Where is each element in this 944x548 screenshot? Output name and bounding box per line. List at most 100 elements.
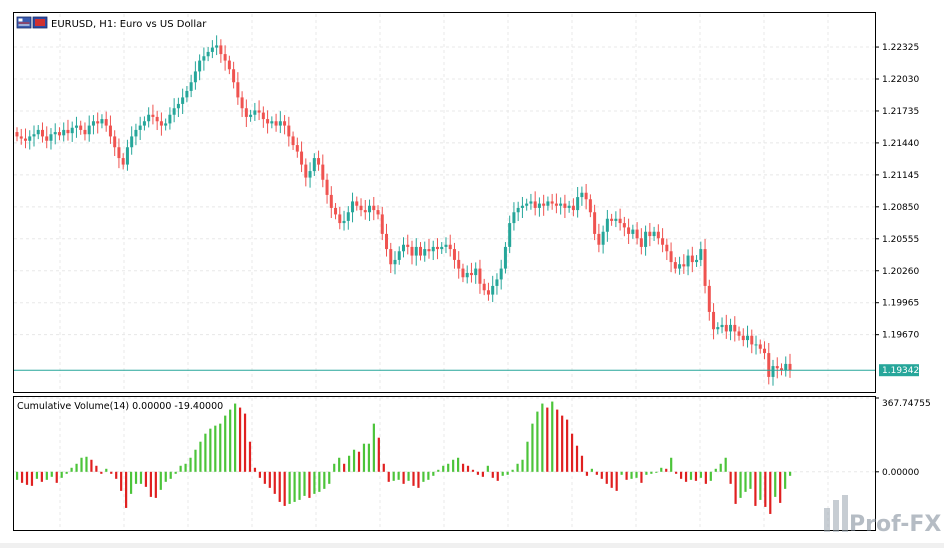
volume-bar (25, 471, 29, 485)
volume-bar (85, 456, 88, 472)
candle-body (452, 249, 456, 260)
candle-body (40, 129, 44, 137)
candle-body (503, 246, 507, 269)
candle-body (576, 197, 580, 211)
volume-bar (471, 469, 475, 472)
candle-body (559, 203, 563, 206)
candle-body (469, 272, 473, 276)
volume-bar (496, 471, 499, 481)
volume-bar (774, 471, 777, 497)
candle-body (355, 201, 359, 206)
watermark-text: Prof-FX (849, 512, 941, 537)
volume-bar (367, 443, 371, 472)
volume-bar (402, 471, 405, 484)
candle-body (193, 71, 197, 83)
candle-body (588, 199, 592, 213)
volume-bar (209, 428, 212, 472)
candle-body (189, 82, 193, 91)
volume-bar (734, 471, 737, 504)
price-grid (14, 14, 875, 391)
candle-body (644, 231, 648, 247)
candle-body (223, 54, 227, 61)
candle-body (232, 69, 236, 83)
volume-bar (199, 441, 202, 472)
volume-bar (115, 471, 118, 479)
volume-bar (452, 459, 455, 472)
candle-body (249, 114, 253, 117)
candle-body (767, 353, 771, 377)
volume-bar (561, 415, 564, 472)
candle-body (397, 251, 401, 260)
volume-bar (357, 451, 361, 472)
candle-body (495, 279, 499, 286)
candle-body (372, 205, 376, 211)
volume-bar (670, 457, 673, 472)
candle-body (389, 249, 393, 265)
volume-bar (620, 471, 623, 475)
candle-body (74, 125, 78, 128)
volume-bar (417, 471, 420, 488)
candle-body (227, 60, 231, 70)
volume-bar (313, 471, 316, 494)
volume-bar (570, 433, 574, 472)
candle-body (631, 229, 635, 234)
volume-bar (323, 471, 326, 489)
candle-body (244, 108, 248, 117)
candle-body (656, 231, 660, 239)
volume-bar (308, 471, 311, 498)
candle-body (741, 335, 745, 341)
candle-body (283, 121, 287, 126)
candle-body (716, 327, 720, 330)
candle-body (533, 201, 537, 208)
volume-bar (600, 471, 603, 479)
candle-body (712, 311, 716, 330)
candle-body (406, 244, 410, 247)
candle-body (639, 238, 643, 247)
volume-bar (174, 471, 177, 474)
candle-body (66, 129, 70, 134)
volume-bar (625, 471, 628, 480)
candle-body (529, 201, 533, 204)
candle-body (486, 290, 490, 295)
volume-bar (164, 471, 167, 482)
candle-body (550, 201, 554, 204)
volume-bar (719, 463, 722, 472)
candle-body (28, 136, 32, 141)
candle-body (665, 244, 669, 252)
candle-body (478, 268, 482, 284)
candle-body (287, 125, 291, 137)
volume-bar (476, 471, 480, 475)
candle-body (23, 138, 27, 141)
candle-body (346, 212, 350, 221)
candle-body (117, 147, 121, 159)
candle-body (291, 136, 295, 146)
volume-bar (640, 471, 643, 483)
candle-body (580, 192, 584, 198)
volume-bar (709, 471, 712, 481)
candle-body (308, 171, 312, 178)
volume-bar (189, 457, 192, 472)
candle-body (142, 121, 146, 126)
volume-bar (590, 468, 593, 472)
candle-body (96, 121, 100, 124)
volume-bar (432, 471, 435, 476)
candle-body (525, 203, 529, 206)
volume-bar (90, 459, 93, 472)
volume-bar (422, 471, 425, 482)
candle-body (359, 205, 363, 211)
volume-bar (630, 471, 633, 479)
candle-body (627, 227, 631, 234)
candle-body (482, 283, 486, 291)
volume-bar (655, 471, 658, 473)
volume-bar (699, 471, 703, 478)
candle-body (669, 251, 673, 263)
volume-bar (377, 437, 380, 472)
volume-bar (293, 471, 296, 502)
candle-body (104, 119, 108, 126)
volume-bar (60, 471, 63, 478)
volume-bar (764, 471, 767, 507)
candle-body (138, 125, 142, 130)
candle-body (91, 121, 95, 126)
